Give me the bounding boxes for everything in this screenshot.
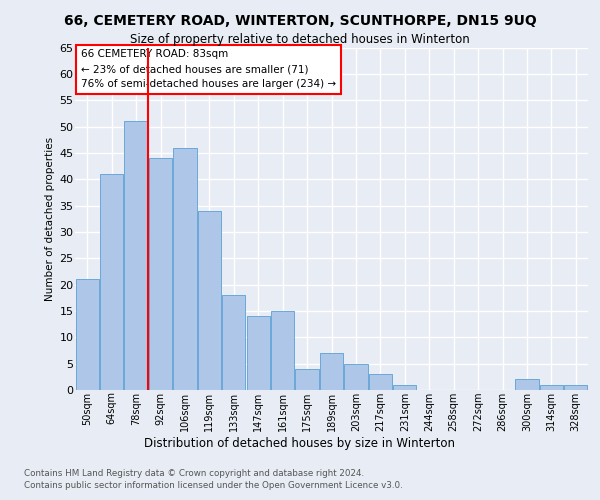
Bar bbox=[173, 148, 197, 390]
Y-axis label: Number of detached properties: Number of detached properties bbox=[46, 136, 55, 301]
Bar bbox=[515, 380, 539, 390]
Bar bbox=[222, 295, 245, 390]
Bar bbox=[369, 374, 392, 390]
Text: Contains HM Land Registry data © Crown copyright and database right 2024.: Contains HM Land Registry data © Crown c… bbox=[24, 469, 364, 478]
Text: 66 CEMETERY ROAD: 83sqm
← 23% of detached houses are smaller (71)
76% of semi-de: 66 CEMETERY ROAD: 83sqm ← 23% of detache… bbox=[81, 49, 336, 89]
Bar bbox=[564, 384, 587, 390]
Bar bbox=[100, 174, 123, 390]
Text: Contains public sector information licensed under the Open Government Licence v3: Contains public sector information licen… bbox=[24, 481, 403, 490]
Bar bbox=[344, 364, 368, 390]
Bar bbox=[198, 211, 221, 390]
Bar bbox=[247, 316, 270, 390]
Text: Size of property relative to detached houses in Winterton: Size of property relative to detached ho… bbox=[130, 32, 470, 46]
Text: Distribution of detached houses by size in Winterton: Distribution of detached houses by size … bbox=[145, 438, 455, 450]
Bar bbox=[393, 384, 416, 390]
Bar bbox=[540, 384, 563, 390]
Bar bbox=[271, 311, 294, 390]
Bar bbox=[295, 369, 319, 390]
Bar bbox=[124, 122, 148, 390]
Text: 66, CEMETERY ROAD, WINTERTON, SCUNTHORPE, DN15 9UQ: 66, CEMETERY ROAD, WINTERTON, SCUNTHORPE… bbox=[64, 14, 536, 28]
Bar bbox=[320, 353, 343, 390]
Bar bbox=[149, 158, 172, 390]
Bar bbox=[76, 280, 99, 390]
